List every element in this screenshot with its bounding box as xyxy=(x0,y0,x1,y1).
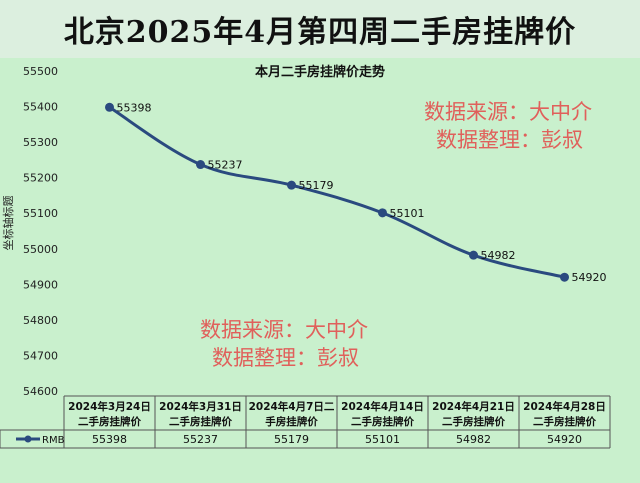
watermark-top: 数据来源：大中介 数据整理：彭叔 xyxy=(424,98,592,154)
y-axis-title: 坐标轴标题 xyxy=(1,196,15,251)
data-label: 55398 xyxy=(117,101,152,114)
data-label: 54920 xyxy=(572,271,607,284)
chart-area: 本月二手房挂牌价走势 54600 54700 54800 54900 55000 55100… xyxy=(0,58,640,483)
chart-title: 本月二手房挂牌价走势 xyxy=(255,64,385,80)
y-tick-label: 54800 xyxy=(23,314,58,327)
y-tick-label: 54600 xyxy=(23,385,58,398)
data-label: 55237 xyxy=(208,159,243,172)
y-tick-label: 55400 xyxy=(23,101,58,114)
x-category-label: 二手房挂牌价 xyxy=(351,415,414,428)
data-point xyxy=(469,250,478,260)
data-point xyxy=(105,102,114,112)
x-category-label: 2024年4月14日 xyxy=(341,400,424,413)
y-tick-label: 55200 xyxy=(23,172,58,185)
watermark-line2: 数据整理：彭叔 xyxy=(212,346,359,370)
table-value: 54982 xyxy=(456,433,491,446)
page-title: 北京2025年4月第四周二手房挂牌价 xyxy=(63,15,577,50)
data-label: 55179 xyxy=(299,179,334,192)
x-category-label: 二手房挂牌价 xyxy=(442,415,505,428)
watermark-bottom: 数据来源：大中介 数据整理：彭叔 xyxy=(200,316,368,372)
line-chart: 本月二手房挂牌价走势 54600 54700 54800 54900 55000 55100… xyxy=(0,64,611,449)
data-point xyxy=(287,180,296,190)
watermark-line1: 数据来源：大中介 xyxy=(424,100,592,124)
table-value: 55398 xyxy=(92,433,127,446)
x-category-label: 二手房挂牌价 xyxy=(169,415,232,428)
x-category-label: 2024年4月21日 xyxy=(432,400,515,413)
x-category-label: 2024年4月28日 xyxy=(523,400,606,413)
data-point xyxy=(378,208,387,218)
x-category-label: 2024年4月7日二 xyxy=(249,400,335,413)
table-value: 55237 xyxy=(183,433,218,446)
data-label: 54982 xyxy=(481,249,516,262)
y-tick-label: 55300 xyxy=(23,136,58,149)
table-value: 55101 xyxy=(365,433,400,446)
y-tick-label: 54900 xyxy=(23,278,58,291)
y-tick-label: 55100 xyxy=(23,207,58,220)
x-category-label: 二手房挂牌价 xyxy=(533,415,596,428)
x-category-label: 2024年3月24日 xyxy=(68,400,151,413)
data-point xyxy=(560,272,569,282)
watermark-line1: 数据来源：大中介 xyxy=(200,318,368,342)
series-line-rmb xyxy=(108,105,565,279)
x-category-label: 2024年3月31日 xyxy=(159,400,242,413)
header-bar: 北京2025年4月第四周二手房挂牌价 xyxy=(0,0,640,59)
y-tick-label: 54700 xyxy=(23,349,58,362)
table-value: 55179 xyxy=(274,433,309,446)
y-tick-label: 55000 xyxy=(23,243,58,256)
y-tick-label: 55500 xyxy=(23,65,58,78)
x-category-label: 手房挂牌价 xyxy=(265,415,318,428)
legend-series-name: RMB xyxy=(42,435,65,446)
table-value: 54920 xyxy=(547,433,582,446)
data-point xyxy=(196,160,205,170)
watermark-line2: 数据整理：彭叔 xyxy=(436,128,583,152)
legend-marker-key xyxy=(24,435,32,443)
data-label: 55101 xyxy=(390,207,425,220)
x-category-label: 二手房挂牌价 xyxy=(78,415,141,428)
